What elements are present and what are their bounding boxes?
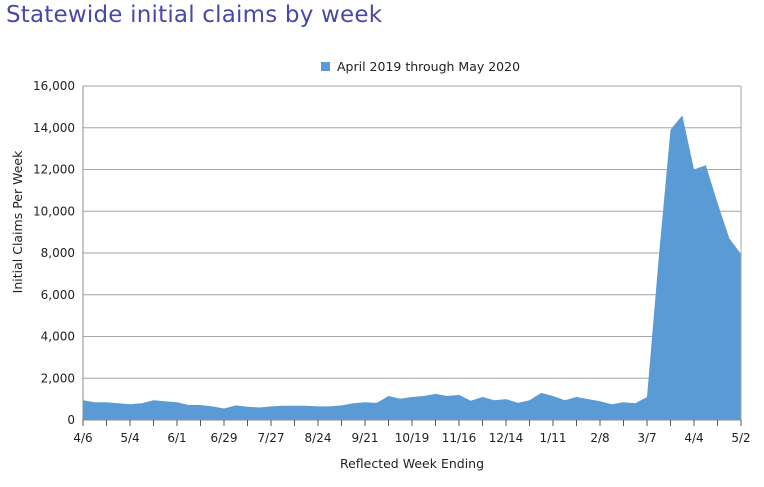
x-tick-label: 2/8 <box>590 431 609 445</box>
x-tick-label: 1/11 <box>540 431 567 445</box>
area-series <box>83 115 741 420</box>
x-tick-label: 11/16 <box>442 431 477 445</box>
x-tick-label: 5/2 <box>731 431 750 445</box>
x-tick-label: 4/6 <box>73 431 92 445</box>
x-tick-label: 5/4 <box>120 431 139 445</box>
x-tick-label: 8/24 <box>305 431 332 445</box>
series-area <box>83 115 741 420</box>
x-tick-label: 10/19 <box>395 431 430 445</box>
y-tick-label: 0 <box>67 413 75 427</box>
gridlines <box>83 85 741 379</box>
y-tick-label: 6,000 <box>41 288 75 302</box>
x-tick-label: 3/7 <box>637 431 656 445</box>
y-tick-label: 10,000 <box>33 204 75 218</box>
y-axis-label: Initial Claims Per Week <box>10 150 25 293</box>
axes <box>82 86 742 426</box>
legend: April 2019 through May 2020 <box>321 59 520 74</box>
legend-swatch <box>321 62 330 71</box>
x-tick-label: 6/1 <box>167 431 186 445</box>
y-tick-label: 14,000 <box>33 121 75 135</box>
y-tick-label: 16,000 <box>33 79 75 93</box>
y-tick-labels: 0 2,000 4,000 6,000 8,000 10,000 12,000 14,000 1… <box>33 79 75 427</box>
legend-label: April 2019 through May 2020 <box>337 59 520 74</box>
y-tick-label: 8,000 <box>41 246 75 260</box>
x-tick-label: 12/14 <box>489 431 524 445</box>
x-tick-label: 7/27 <box>258 431 285 445</box>
y-tick-label: 12,000 <box>33 163 75 177</box>
x-axis-label: Reflected Week Ending <box>340 456 484 471</box>
x-tick-label: 6/29 <box>211 431 238 445</box>
x-tick-label: 4/4 <box>684 431 703 445</box>
chart-title: Statewide initial claims by week <box>6 2 383 28</box>
y-tick-label: 2,000 <box>41 371 75 385</box>
y-tick-label: 4,000 <box>41 330 75 344</box>
x-tick-label: 9/21 <box>352 431 379 445</box>
x-tick-labels: 4/6 5/4 6/1 6/29 7/27 8/24 9/21 10/19 11/16 12/14… <box>73 431 750 445</box>
